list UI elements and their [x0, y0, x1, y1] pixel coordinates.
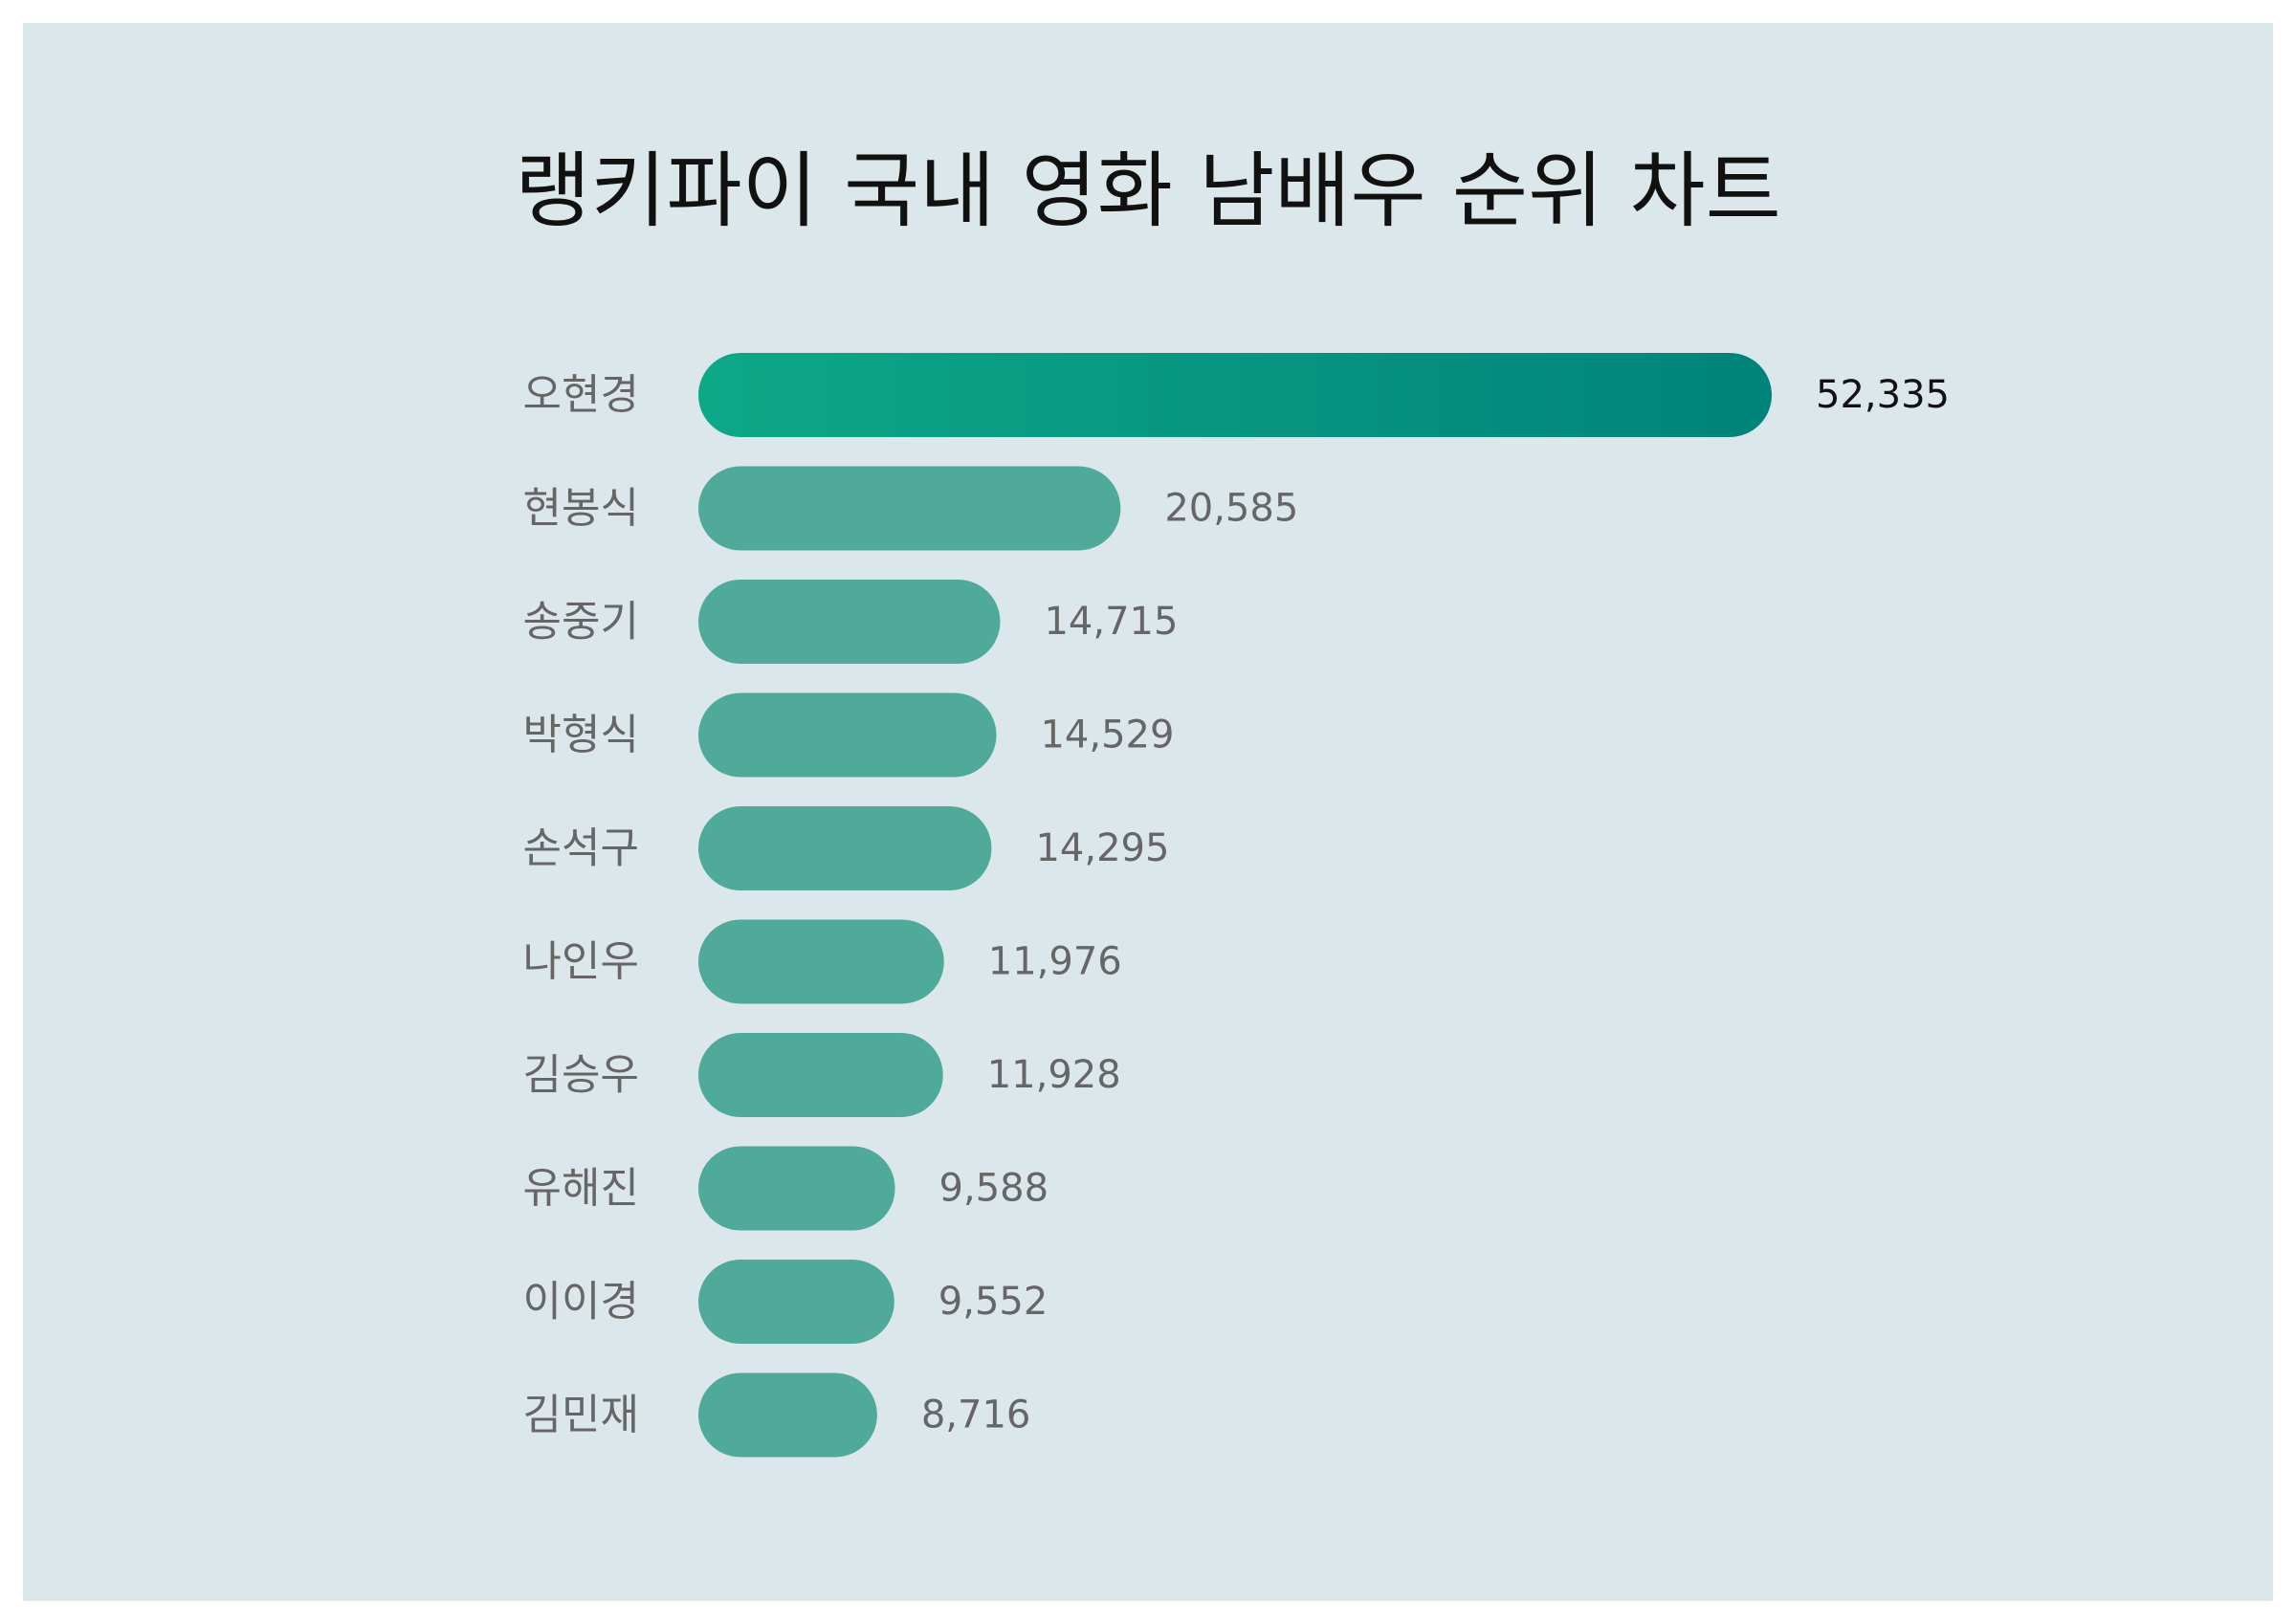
category-label: 박형식 [523, 711, 639, 759]
category-label: 김승우 [523, 1051, 639, 1100]
category-label: 송중기 [523, 598, 639, 647]
value-label: 9,588 [939, 1167, 1049, 1211]
value-label: 8,716 [921, 1394, 1031, 1437]
category-label: 김민재 [523, 1391, 639, 1439]
chart-title: 랭키파이 국내 영화 남배우 순위 차트 [515, 143, 1781, 239]
bar [698, 919, 944, 1004]
category-label: 유해진 [523, 1164, 639, 1213]
bar [698, 353, 1772, 437]
value-label: 52,335 [1816, 373, 1950, 417]
value-label: 11,976 [988, 940, 1122, 984]
bar [698, 580, 1001, 664]
value-label: 20,585 [1164, 487, 1298, 531]
bar [698, 1146, 895, 1231]
category-label: 오현경 [523, 371, 639, 420]
value-label: 14,529 [1040, 713, 1174, 757]
bar [698, 1260, 894, 1344]
value-label: 14,715 [1044, 600, 1178, 644]
bar [698, 466, 1121, 551]
bars-group: 오현경 52,335 현봉식 20,585 송중기 14,715 박형식 14,529 손석구 1… [523, 353, 1950, 1458]
category-label: 나인우 [523, 937, 639, 986]
category-label: 현봉식 [523, 484, 639, 533]
value-label: 11,928 [987, 1053, 1121, 1097]
bar [698, 1033, 943, 1117]
bar [698, 1372, 877, 1458]
chart-background [23, 23, 2273, 1601]
bar [698, 806, 992, 890]
category-label: 손석구 [523, 824, 639, 873]
category-label: 이이경 [523, 1278, 639, 1327]
value-label: 14,295 [1035, 826, 1169, 870]
value-label: 9,552 [938, 1280, 1049, 1324]
bar [698, 692, 997, 778]
